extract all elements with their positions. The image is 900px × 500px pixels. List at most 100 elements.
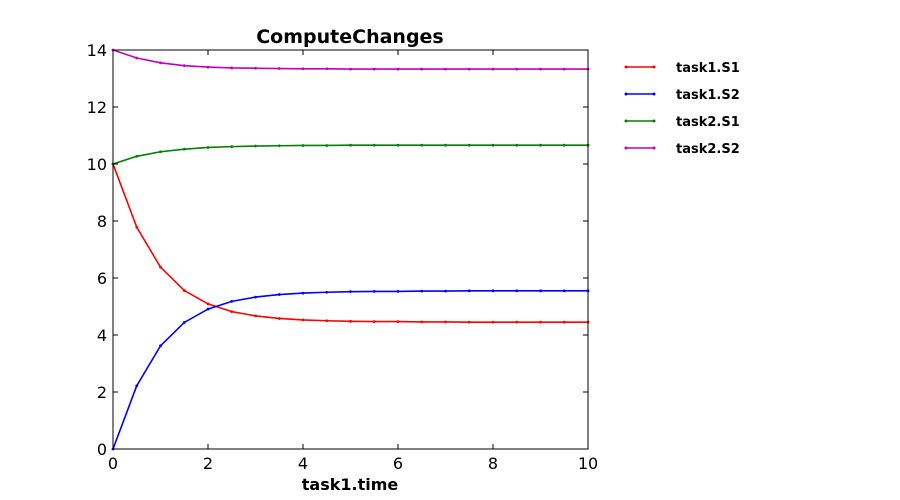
data-point	[254, 295, 257, 299]
legend-swatch-marker	[624, 146, 628, 150]
data-point	[277, 317, 281, 320]
data-point	[254, 66, 257, 70]
data-point	[444, 67, 447, 71]
y-axis-ticks: 0 2 4 6 8 10 12 14	[87, 41, 588, 459]
data-point	[206, 302, 210, 306]
x-tick-label: 2	[203, 454, 213, 473]
legend-swatch-marker	[624, 119, 628, 123]
y-tick-label: 2	[97, 383, 107, 402]
data-point	[372, 320, 376, 324]
legend-label: task2.S2	[676, 142, 740, 157]
y-tick-label: 4	[97, 326, 107, 345]
data-point	[159, 344, 162, 348]
y-tick-label: 10	[87, 155, 107, 174]
data-point	[444, 289, 447, 293]
data-point	[515, 320, 519, 324]
data-point	[159, 150, 162, 154]
data-point	[182, 64, 186, 68]
data-point	[301, 67, 305, 71]
data-point	[515, 67, 519, 71]
data-point	[420, 143, 424, 147]
data-point	[277, 144, 281, 148]
legend-swatch-marker	[624, 92, 628, 96]
data-point	[539, 143, 542, 147]
x-tick-label: 6	[393, 454, 403, 473]
data-point	[444, 320, 447, 324]
data-point	[254, 144, 257, 148]
data-point	[562, 289, 566, 293]
data-point	[135, 154, 139, 158]
legend-swatch-marker	[652, 65, 656, 69]
data-point	[349, 319, 352, 323]
data-point	[467, 67, 471, 71]
data-point	[230, 310, 234, 314]
data-point	[491, 143, 495, 147]
data-point	[539, 67, 542, 71]
y-tick-label: 12	[87, 98, 107, 117]
data-point	[420, 67, 424, 71]
x-tick-label: 4	[298, 454, 308, 473]
data-point	[539, 320, 542, 324]
data-point	[325, 319, 329, 323]
data-point	[444, 143, 447, 147]
data-point	[491, 320, 495, 324]
data-point	[277, 293, 281, 296]
data-point	[491, 67, 495, 71]
legend-label: task1.S2	[676, 88, 740, 103]
plot-series	[111, 48, 590, 451]
legend: task1.S1 task1.S2 task2.S1 task2.S2	[624, 61, 740, 157]
x-tick-label: 10	[578, 454, 598, 473]
data-point	[206, 146, 210, 149]
data-point	[182, 147, 186, 151]
data-point	[277, 67, 281, 70]
data-point	[349, 290, 352, 294]
legend-swatch-marker	[652, 119, 656, 123]
data-point	[182, 289, 186, 292]
data-point	[396, 143, 400, 147]
data-point	[135, 56, 139, 60]
legend-swatch-marker	[652, 92, 656, 96]
plot-frame	[112, 49, 589, 450]
data-point	[491, 289, 495, 293]
data-point	[467, 143, 471, 147]
data-point	[230, 66, 234, 70]
data-point	[301, 291, 305, 295]
data-point	[325, 67, 329, 71]
data-point	[159, 265, 162, 269]
data-point	[396, 67, 400, 71]
data-point	[206, 307, 210, 311]
legend-label: task1.S1	[676, 61, 740, 76]
data-point	[135, 225, 139, 229]
data-point	[420, 320, 424, 324]
data-point	[325, 144, 329, 147]
series-line-task1-S2	[112, 290, 588, 450]
data-point	[396, 320, 400, 324]
data-point	[325, 290, 329, 294]
x-axis-ticks: 0 2 4 6 8 10	[108, 50, 598, 473]
x-axis-label: task1.time	[302, 475, 399, 494]
data-point	[230, 145, 234, 149]
data-point	[206, 65, 210, 69]
data-point	[467, 289, 471, 293]
y-tick-label: 8	[97, 212, 107, 231]
legend-swatch-marker	[624, 65, 628, 69]
data-point	[301, 144, 305, 147]
x-tick-label: 0	[108, 454, 118, 473]
data-point	[420, 289, 424, 293]
data-point	[182, 321, 186, 324]
y-tick-label: 0	[97, 440, 107, 459]
data-point	[539, 289, 542, 293]
data-point	[372, 143, 376, 147]
data-point	[515, 143, 519, 147]
x-tick-label: 8	[488, 454, 498, 473]
data-point	[230, 299, 234, 303]
legend-swatch-marker	[652, 146, 656, 150]
y-tick-label: 6	[97, 269, 107, 288]
data-point	[372, 289, 376, 293]
data-point	[515, 289, 519, 293]
legend-label: task2.S1	[676, 115, 740, 130]
data-point	[372, 67, 376, 71]
data-point	[254, 314, 257, 318]
data-point	[562, 67, 566, 71]
